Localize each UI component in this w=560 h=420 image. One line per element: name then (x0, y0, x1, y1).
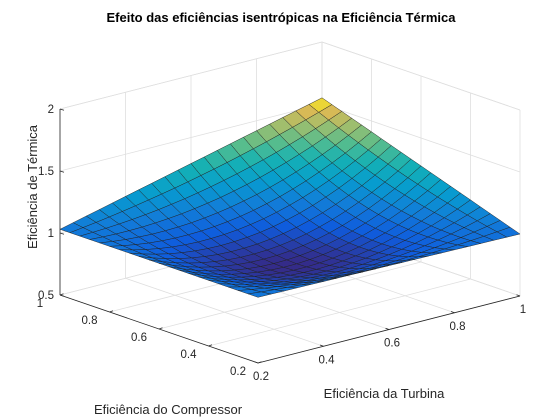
floor-grid-line (208, 278, 471, 347)
x-tick-mark (385, 327, 390, 330)
y-tick-label: 0.2 (230, 366, 246, 378)
x-axis-label: Eficiência da Turbina (324, 386, 445, 401)
x-tick-label: 0.4 (319, 354, 336, 366)
pane-edge (59, 41, 323, 110)
z-tick-label: 0.5 (38, 290, 54, 302)
z-tick-label: 1.5 (38, 166, 54, 178)
y-tick-label: 0.4 (181, 349, 198, 361)
z-tick-mark (59, 170, 65, 173)
x-tick-label: 1 (520, 304, 526, 316)
y-tick-label: 0.6 (131, 332, 147, 344)
pane-edge (321, 41, 521, 111)
y-tick-mark (208, 344, 213, 347)
x-tick-label: 0.2 (253, 371, 269, 383)
tick-layer: 0.20.40.60.810.20.40.60.810.511.52 (37, 104, 526, 383)
chart-title: Efeito das eficiências isentrópicas na E… (107, 10, 457, 25)
y-tick-mark (109, 310, 114, 313)
surface-facet (247, 291, 272, 298)
x-tick-mark (516, 294, 521, 297)
x-tick-mark (319, 344, 324, 347)
floor-grid-line (158, 261, 422, 330)
z-axis-label: Eficiência de Térmica (25, 124, 40, 249)
x-tick-mark (254, 361, 259, 364)
y-tick-mark (257, 361, 262, 364)
y-tick-mark (158, 327, 163, 330)
z-tick-mark (59, 232, 65, 235)
back-wall-grid-line (59, 103, 323, 172)
z-tick-label: 2 (48, 104, 54, 116)
z-tick-label: 1 (48, 228, 54, 240)
y-axis-label: Eficiência do Compressor (94, 402, 243, 417)
y-tick-label: 1 (37, 298, 43, 310)
surface-layer (59, 97, 521, 298)
y-tick-label: 0.8 (82, 315, 98, 327)
x-tick-mark (450, 311, 455, 314)
side-wall-grid-line (321, 103, 521, 173)
z-tick-mark (59, 108, 65, 111)
z-tick-mark (59, 294, 65, 297)
x-tick-label: 0.8 (450, 321, 466, 333)
x-tick-label: 0.6 (384, 338, 400, 350)
